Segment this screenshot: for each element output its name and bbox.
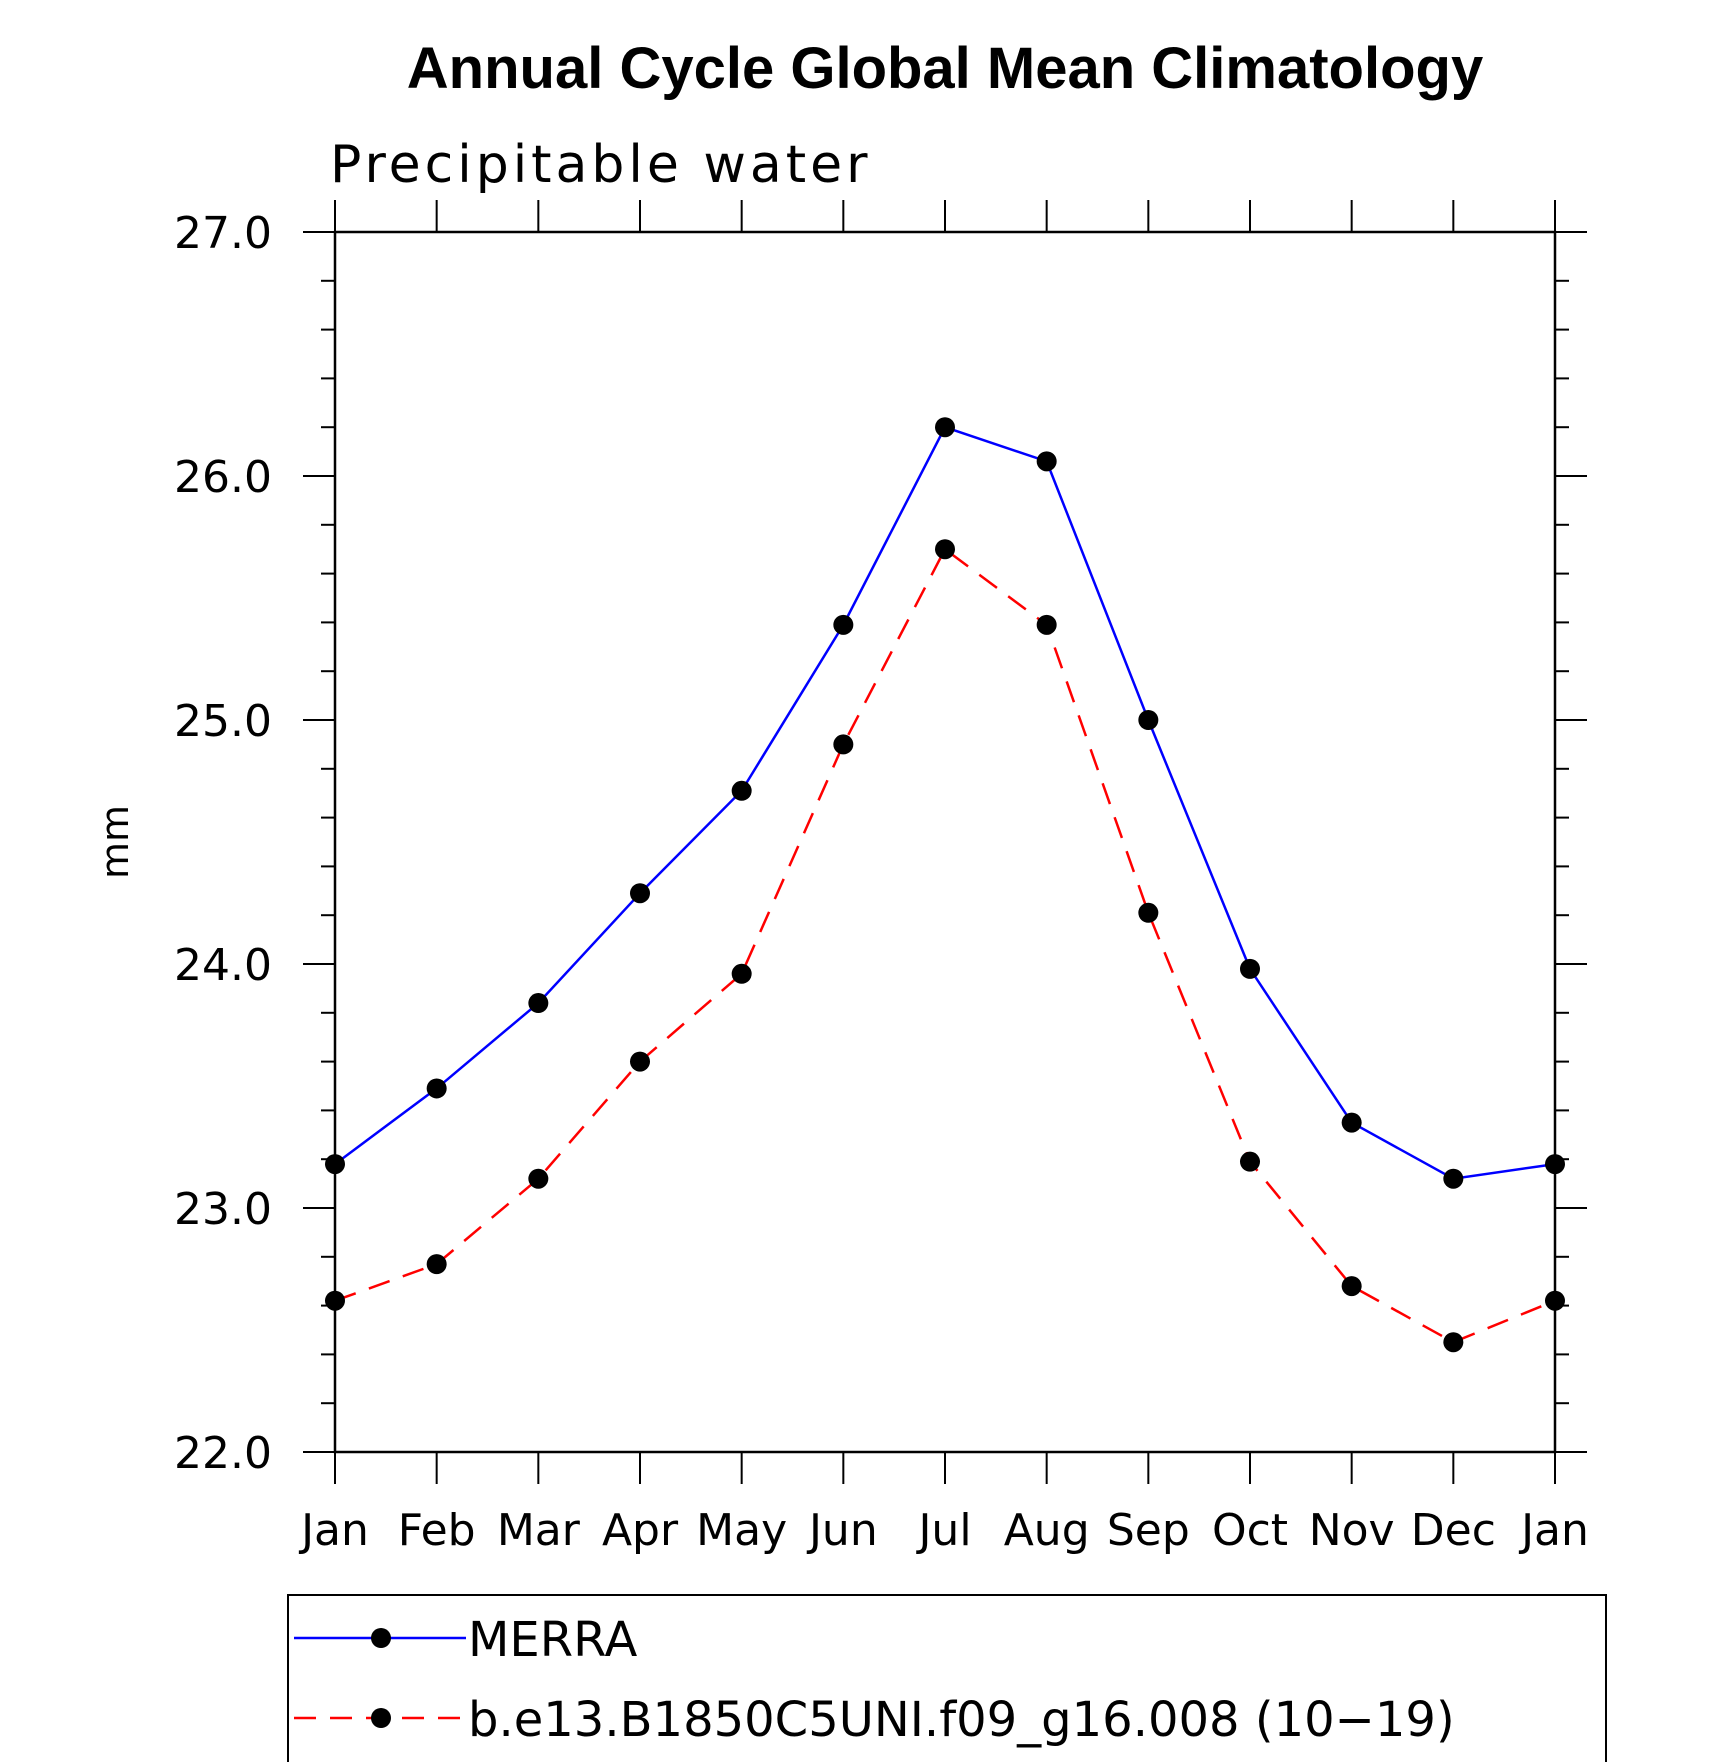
series-group <box>325 417 1565 1353</box>
y-tick-label: 26.0 <box>174 452 272 503</box>
series-1-point <box>1443 1332 1464 1353</box>
series-0 <box>325 417 1565 1189</box>
legend: MERRA b.e13.B1850C5UNI.f09_g16.008 (10−1… <box>287 1594 1607 1762</box>
y-tick-label: 22.0 <box>174 1428 272 1479</box>
series-0-point <box>1138 710 1159 730</box>
x-tick-label: Feb <box>398 1505 476 1556</box>
series-0-point <box>325 1154 345 1175</box>
legend-label-merra: MERRA <box>468 1612 638 1668</box>
series-0-point <box>426 1078 447 1099</box>
y-tick-label: 24.0 <box>174 940 272 991</box>
x-tick-label: Apr <box>602 1505 679 1556</box>
series-0-point <box>1443 1168 1464 1189</box>
x-tick-label: Jan <box>1518 1505 1589 1556</box>
x-tick-label: Jan <box>298 1505 369 1556</box>
x-tick-label: Oct <box>1212 1505 1288 1556</box>
axes: 22.0 23.0 24.0 25.0 26.0 27.0 Jan Feb Mar Apr May J… <box>174 200 1589 1556</box>
series-1-point <box>731 963 752 984</box>
y-tick-label: 23.0 <box>174 1184 272 1235</box>
series-0-point <box>1036 451 1057 472</box>
x-tick-label: Aug <box>1004 1505 1090 1556</box>
series-0-point <box>630 883 650 904</box>
series-0-point <box>935 417 955 438</box>
legend-box <box>287 1594 1607 1762</box>
x-tick-label: Mar <box>497 1505 581 1556</box>
series-0-point <box>528 993 549 1014</box>
series-1-point <box>833 734 854 755</box>
x-tick-label: Jun <box>806 1505 878 1556</box>
x-tick-label: May <box>696 1505 787 1556</box>
x-tick-label: Sep <box>1107 1505 1190 1556</box>
series-0-point <box>1341 1112 1362 1133</box>
series-1-point <box>1138 902 1159 923</box>
y-axis-label: mm <box>93 805 137 879</box>
series-1-point <box>1545 1290 1565 1311</box>
x-tick-label: Jul <box>915 1505 971 1556</box>
series-0-point <box>731 780 752 801</box>
x-tick-label: Nov <box>1309 1505 1395 1556</box>
series-1-point <box>325 1290 345 1311</box>
legend-label-model: b.e13.B1850C5UNI.f09_g16.008 (10−19) <box>468 1692 1455 1748</box>
chart-title: Annual Cycle Global Mean Climatology <box>407 36 1483 101</box>
y-tick-label: 25.0 <box>174 696 272 747</box>
series-1-point <box>935 539 955 560</box>
legend-marker-model <box>371 1708 391 1728</box>
y-tick-label: 27.0 <box>174 208 272 259</box>
series-1-point <box>1036 614 1057 635</box>
series-0-point <box>1545 1154 1565 1175</box>
chart-subtitle: Precipitable water <box>330 135 872 195</box>
series-0-point <box>833 614 854 635</box>
series-1-point <box>528 1168 549 1189</box>
series-1 <box>325 539 1565 1353</box>
x-tick-label: Dec <box>1411 1505 1496 1556</box>
series-line-1 <box>334 547 1556 1344</box>
series-1-point <box>630 1051 650 1072</box>
series-1-point <box>426 1254 447 1275</box>
plot-frame <box>333 230 1557 1454</box>
legend-marker-merra <box>371 1628 391 1648</box>
series-0-point <box>1240 958 1260 979</box>
series-1-point <box>1240 1151 1260 1172</box>
series-1-point <box>1341 1276 1362 1297</box>
